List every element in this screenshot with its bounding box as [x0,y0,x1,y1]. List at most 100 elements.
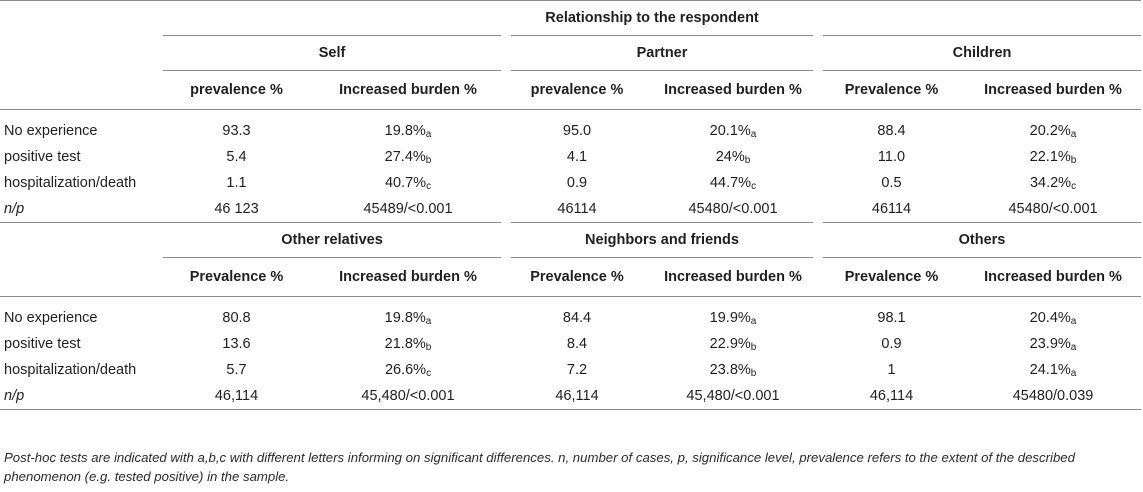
subscript-letter: c [426,181,432,192]
table-cell: 95.0 [562,123,592,139]
table-cell: 11.0 [877,149,906,165]
subheader-row: Prevalence % Increased burden % Prevalen… [0,257,1142,297]
table-cell: 98.1 [877,310,906,326]
column-header: Prevalence % [506,257,648,297]
table-cell: 26.6% [384,362,427,378]
table-header-row: Relationship to the respondent [0,0,1142,36]
table-cell: 4.1 [566,149,588,165]
group-header-row: Other relatives Neighbors and friends Ot… [0,222,1142,258]
table-cell: 20.4% [1029,310,1071,326]
table-cell: 22.1% [1029,149,1071,165]
group-header-self: Self [163,35,506,71]
subscript-letter: a [1070,368,1077,379]
column-header: Prevalence % [818,257,965,297]
group-header-others: Others [818,222,1142,258]
group-header-row: Self Partner Children [0,35,1142,71]
table-cell: 19.8% [384,310,426,326]
table-cell: 1.1 [226,175,247,191]
table-cell: 23.8% [709,362,751,378]
table-cell: 84.4 [562,310,592,326]
table-cell: 46114 [506,196,648,223]
table-cell: 19.9% [709,310,751,326]
subscript-letter: b [750,342,757,353]
table-cell: 21.8% [384,336,426,352]
column-header: prevalence % [163,70,310,110]
table-cell: 45,480/<0.001 [648,383,818,410]
table-cell: 23.9% [1029,336,1071,352]
table-cell: 19.8% [384,123,426,139]
table-cell: 5.7 [226,362,247,378]
row-label: n/p [0,383,163,410]
row-label: No experience [4,123,98,139]
table-cell: 45480/0.039 [965,383,1142,410]
stub-header [0,0,163,36]
table-cell: 40.7% [384,175,427,191]
subscript-letter: a [1070,316,1077,327]
table-row: No experience 93.3 19.8%a 95.0 20.1%a 88… [0,118,1141,144]
column-header: Increased burden % [310,257,506,297]
row-label: No experience [4,310,98,326]
column-header: Increased burden % [310,70,506,110]
table-cell: 45480/<0.001 [648,196,818,223]
subscript-letter: a [425,316,432,327]
subscript-letter: b [425,155,432,166]
row-label: positive test [4,336,81,352]
column-header: Prevalence % [163,257,310,297]
table-cell: 0.9 [881,336,902,352]
subscript-letter: c [426,368,432,379]
table-cell: 24.1% [1029,362,1071,378]
row-label: n/p [0,196,163,223]
table-cell: 13.6 [222,336,251,352]
table-row: n/p 46,114 45,480/<0.001 46,114 45,480/<… [0,383,1142,410]
subscript-letter: a [1070,342,1077,353]
subscript-letter: c [751,181,757,192]
column-header: Increased burden % [965,70,1142,110]
column-header: Increased burden % [965,257,1142,297]
table-row: hospitalization/death 5.7 26.6%c 7.2 23.… [0,357,1141,383]
table-cell: 7.2 [566,362,588,378]
subscript-letter: a [1070,129,1077,140]
table-cell: 24% [715,149,745,165]
row-label: hospitalization/death [4,175,137,191]
relationship-header: Relationship to the respondent [163,0,1142,36]
table-cell: 45489/<0.001 [310,196,506,223]
table-cell: 46114 [818,196,965,223]
group-header-neighbors-friends: Neighbors and friends [506,222,818,258]
table-footnote: Post-hoc tests are indicated with a,b,c … [4,450,1075,484]
table-cell: 0.5 [881,175,902,191]
row-label: hospitalization/death [4,362,137,378]
subscript-letter: b [744,155,751,166]
column-header: prevalence % [506,70,648,110]
table-cell: 46,114 [818,383,965,410]
subheader-row: prevalence % Increased burden % prevalen… [0,70,1142,110]
table-cell: 45,480/<0.001 [310,383,506,410]
group-header-partner: Partner [506,35,818,71]
table-cell: 20.2% [1029,123,1071,139]
subscript-letter: a [750,316,757,327]
table-cell: 1 [887,362,896,378]
table-cell: 0.9 [566,175,588,191]
group-header-children: Children [818,35,1142,71]
results-table: Relationship to the respondent Self Part… [0,0,1142,410]
table-row: hospitalization/death 1.1 40.7%c 0.9 44.… [0,170,1141,196]
table-row: positive test 5.4 27.4%b 4.1 24%b 11.0 2… [0,144,1141,170]
table-row: n/p 46 123 45489/<0.001 46114 45480/<0.0… [0,196,1142,223]
table-cell: 20.1% [709,123,751,139]
column-header: Increased burden % [648,257,818,297]
subscript-letter: a [425,129,432,140]
column-header: Increased burden % [648,70,818,110]
table-cell: 44.7% [709,175,752,191]
row-label: positive test [4,149,81,165]
table-cell: 8.4 [566,336,588,352]
table-cell: 46,114 [506,383,648,410]
table-cell: 5.4 [226,149,247,165]
column-header: Prevalence % [818,70,965,110]
subscript-letter: c [1071,181,1077,192]
table-row: positive test 13.6 21.8%b 8.4 22.9%b 0.9… [0,331,1141,357]
group-header-other-relatives: Other relatives [163,222,506,258]
table-cell: 88.4 [877,123,906,139]
table-cell: 22.9% [709,336,751,352]
table-cell: 46 123 [163,196,310,223]
table-row: No experience 80.8 19.8%a 84.4 19.9%a 98… [0,305,1141,331]
